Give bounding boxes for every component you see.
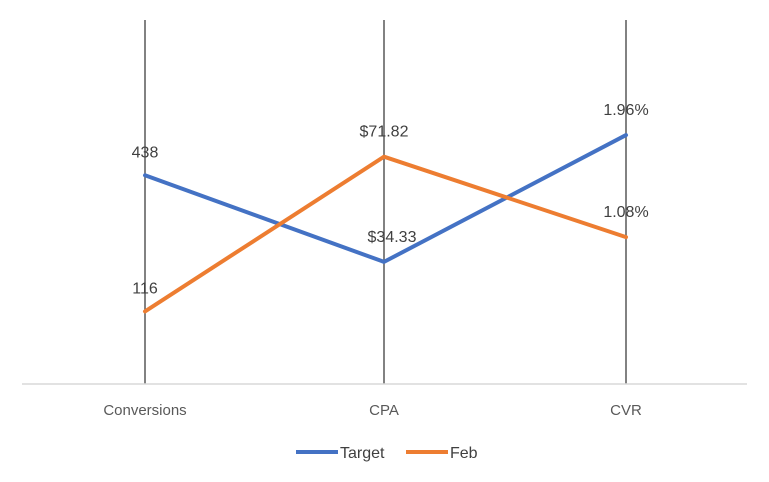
category-label-cvr: CVR [610, 402, 642, 419]
legend-label-target: Target [340, 445, 385, 462]
data-label-feb-cpa: $71.82 [360, 124, 409, 141]
series-lines [143, 133, 628, 314]
category-label-conversions: Conversions [103, 402, 186, 419]
category-labels: Conversions CPA CVR [103, 402, 642, 419]
category-lines [144, 20, 627, 384]
legend-item-target: Target [296, 445, 385, 462]
data-label-target-cpa: $34.33 [368, 229, 417, 246]
data-label-target-cvr: 1.96% [603, 102, 648, 119]
data-label-feb-conversions: 116 [132, 280, 158, 297]
legend-label-feb: Feb [450, 445, 478, 462]
series-line-target [143, 133, 628, 264]
series-line-feb [143, 154, 628, 314]
data-label-target-conversions: 438 [132, 144, 159, 161]
legend: Target Feb [296, 445, 478, 462]
category-label-cpa: CPA [369, 402, 399, 419]
legend-item-feb: Feb [406, 445, 478, 462]
data-label-feb-cvr: 1.08% [603, 204, 648, 221]
data-labels: 438 $34.33 1.96% 116 $71.82 1.08% [132, 102, 649, 297]
